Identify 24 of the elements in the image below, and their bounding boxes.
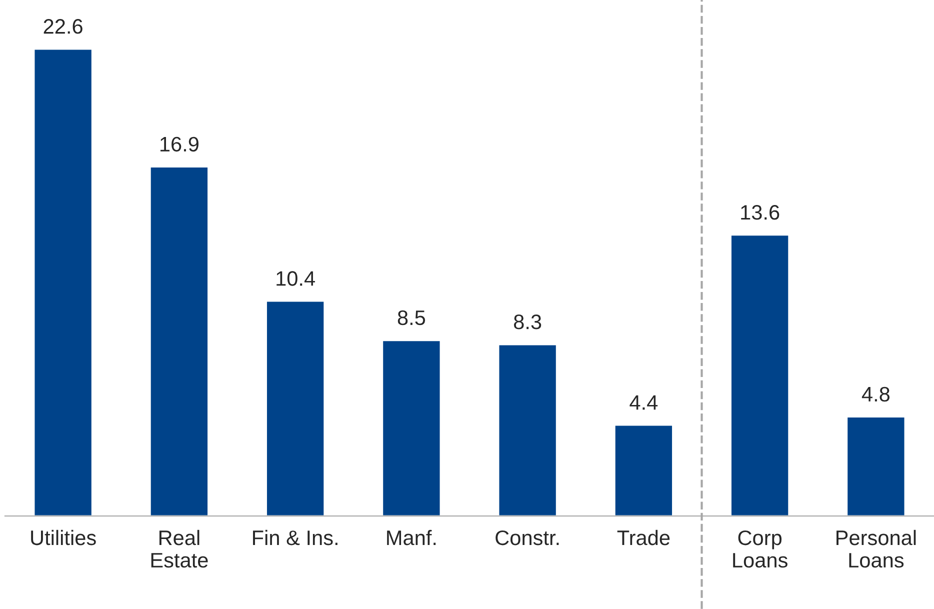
x-tick-label: Fin & Ins. [253,530,338,546]
bar [730,234,790,516]
data-label: 16.9 [160,136,198,152]
data-label: 13.6 [741,205,780,220]
bar [614,424,674,516]
x-tick-label: Trade [617,530,670,546]
data-label: 4.8 [862,386,890,402]
x-tick-label: Personal Loans [836,530,916,568]
x-tick-label: Manf. [387,530,436,546]
bar [382,340,442,516]
data-label: 22.6 [44,19,82,34]
x-tick-label: Real Estate [151,530,208,568]
data-label: 10.4 [276,271,315,286]
bar [498,344,558,516]
bar [266,300,326,516]
data-label: 4.4 [630,395,658,410]
bar [149,166,209,516]
x-tick-label: Corp Loans [733,530,788,568]
data-label: 8.5 [398,310,426,326]
x-tick-label: Utilities [31,530,96,546]
x-tick-label: Constr. [496,530,559,546]
bar [846,416,906,516]
data-label: 8.3 [514,314,542,330]
bar [33,48,93,516]
